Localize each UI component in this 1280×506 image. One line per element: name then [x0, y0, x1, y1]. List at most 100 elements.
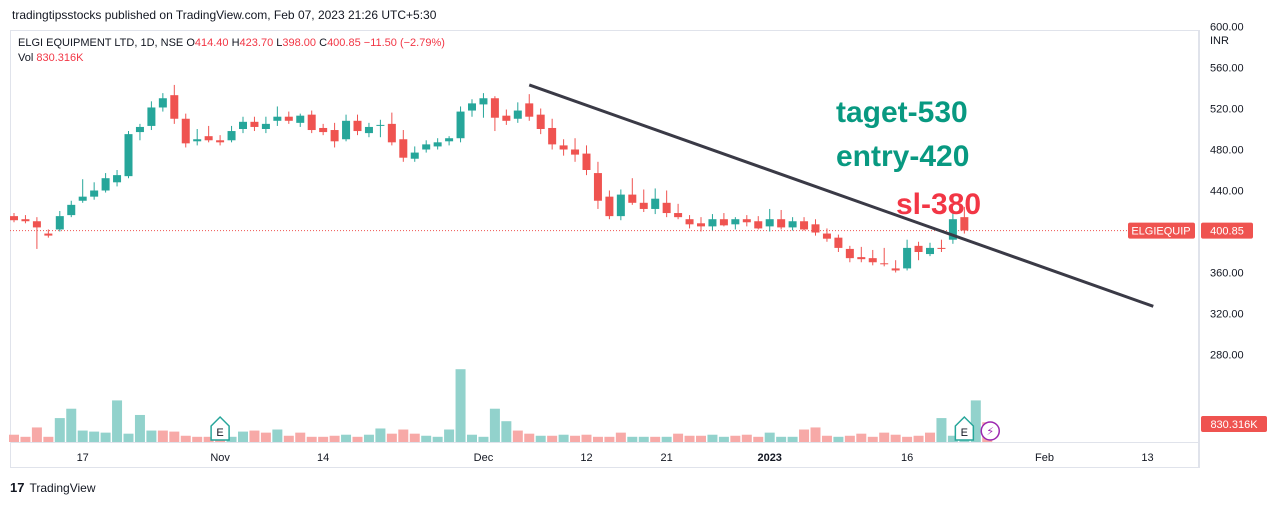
- candle-body: [651, 198, 660, 209]
- volume-bar: [925, 432, 935, 442]
- volume-bar: [249, 430, 260, 442]
- candle-body: [410, 152, 419, 159]
- volume-bar: [375, 428, 386, 442]
- candle-body: [319, 127, 328, 133]
- candle-body: [44, 233, 53, 236]
- volume-bar: [547, 435, 558, 442]
- volume-bar: [913, 435, 924, 442]
- volume-bar: [432, 436, 443, 442]
- candle-body: [674, 213, 683, 218]
- candle-body: [147, 107, 156, 126]
- dividend-marker-icon: [980, 421, 1000, 441]
- x-tick-label: 16: [901, 452, 913, 464]
- volume-bar: [226, 436, 237, 442]
- legend-change: −11.50 (−2.79%): [363, 37, 445, 49]
- candle-body: [113, 175, 122, 183]
- volume-bar: [478, 436, 489, 442]
- y-tick-label: 560.00: [1210, 63, 1244, 75]
- candle-body: [55, 216, 64, 230]
- volume-bar: [341, 434, 352, 442]
- candle-body: [204, 136, 213, 141]
- candle-body: [536, 114, 545, 129]
- volume-bar: [535, 435, 546, 442]
- y-tick-label: 280.00: [1210, 350, 1244, 362]
- candle-body: [571, 149, 580, 155]
- volume-bar: [318, 436, 329, 442]
- volume-bar: [592, 436, 603, 442]
- volume-bar: [352, 436, 363, 442]
- volume-bar: [902, 436, 913, 442]
- candle-body: [433, 142, 442, 147]
- volume-bar: [661, 436, 672, 442]
- volume-bar: [9, 434, 19, 442]
- volume-bar: [157, 430, 168, 442]
- chart-frame: [10, 30, 1199, 468]
- volume-bar: [421, 435, 432, 442]
- annotation-target: taget-530: [836, 96, 968, 130]
- candle-body: [376, 124, 385, 126]
- x-tick-label: 17: [77, 452, 89, 464]
- candle-body: [364, 126, 373, 134]
- footer: 17 TradingView: [10, 480, 96, 495]
- y-tick-label: 600.00: [1210, 22, 1244, 34]
- volume-bar: [970, 400, 981, 442]
- volume-bar: [718, 436, 729, 442]
- volume-bar: [283, 435, 294, 442]
- candle-body: [399, 139, 408, 158]
- volume-bar: [169, 431, 180, 442]
- volume-bar: [444, 429, 455, 442]
- candle-body: [296, 115, 305, 123]
- candle-body: [216, 140, 225, 143]
- symbol-tag: ELGIEQUIP: [1131, 226, 1190, 238]
- trendline: [528, 83, 1154, 308]
- volume-bar: [54, 418, 65, 442]
- volume-bar: [799, 429, 810, 442]
- volume-bar: [398, 429, 409, 442]
- volume-bar: [306, 436, 317, 442]
- footer-brand[interactable]: TradingView: [29, 480, 96, 495]
- symbol-tag-bg: [1128, 222, 1195, 239]
- volume-bar: [146, 430, 157, 442]
- volume-bar: [673, 433, 684, 442]
- volume-bar: [627, 436, 638, 442]
- volume-bar: [238, 431, 248, 442]
- candle-body: [124, 134, 133, 177]
- legend-symbol[interactable]: ELGI EQUIPMENT LTD, 1D, NSE: [18, 37, 184, 49]
- candle-body: [639, 202, 648, 209]
- tradingview-logo-icon[interactable]: 17: [10, 480, 25, 495]
- candle-body: [628, 194, 637, 203]
- candle-body: [788, 221, 797, 228]
- volume-bar: [707, 434, 718, 442]
- volume-bar: [512, 430, 523, 442]
- y-tick-label: 320.00: [1210, 309, 1244, 321]
- candle-body: [616, 194, 625, 217]
- candle-body: [937, 247, 946, 249]
- volume-bar: [31, 427, 42, 442]
- earnings-marker-label: E: [961, 427, 968, 439]
- candle-body: [548, 127, 557, 145]
- volume-bar: [467, 434, 477, 442]
- volume-bar: [123, 433, 134, 442]
- candle-body: [685, 219, 694, 225]
- candle-body: [307, 114, 316, 131]
- legend-volume-value: 830.316K: [36, 52, 84, 64]
- candle-body: [67, 204, 76, 216]
- y-tick-label: 520.00: [1210, 104, 1244, 116]
- y-tick-label: 480.00: [1210, 145, 1244, 157]
- volume-bar: [77, 430, 88, 442]
- candle-body: [342, 120, 351, 140]
- annotation-entry: entry-420: [836, 140, 969, 174]
- candle-body: [32, 221, 41, 228]
- candle-body: [468, 103, 476, 111]
- candle-body: [21, 219, 30, 222]
- x-tick-label: 21: [661, 452, 673, 464]
- candle-body: [605, 196, 614, 217]
- volume-bar: [684, 435, 695, 442]
- candle-body: [353, 120, 362, 132]
- volume-bar: [581, 434, 592, 442]
- legend-high-label: H: [231, 37, 240, 49]
- legend-open-value: 414.40: [194, 37, 229, 49]
- volume-bar: [112, 400, 123, 442]
- volume-bar: [570, 435, 581, 442]
